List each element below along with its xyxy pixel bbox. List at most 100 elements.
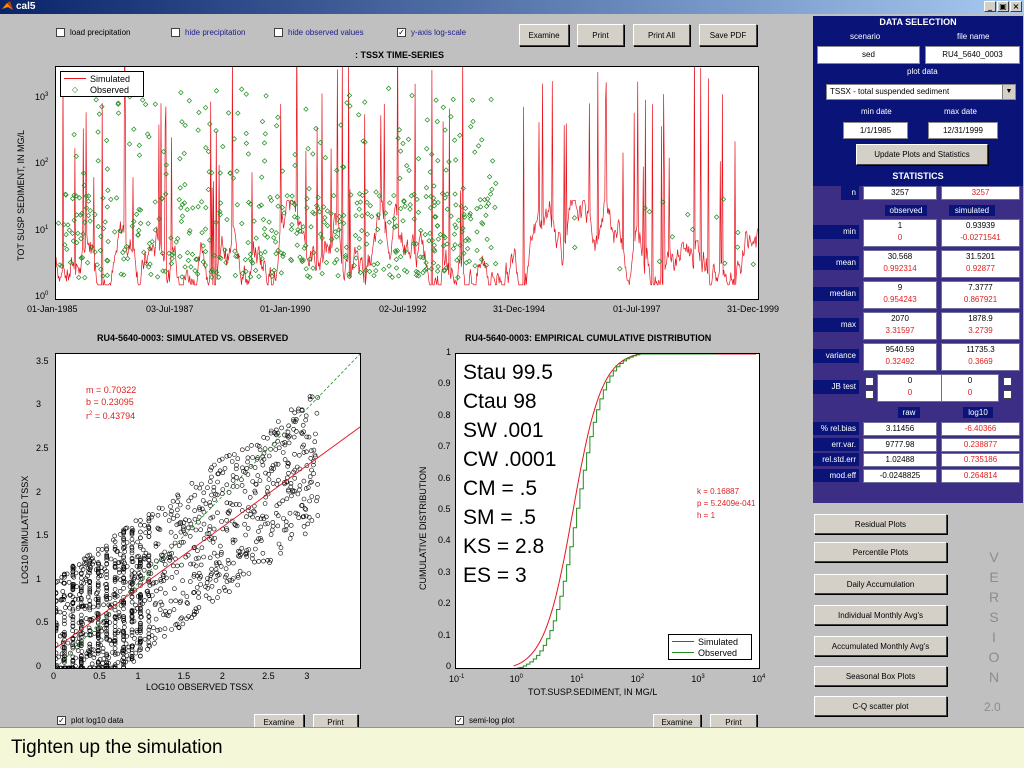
scatter-point [152,640,157,646]
jb-checkbox-observed-log[interactable] [865,390,874,399]
individual-monthly-avg-s-button[interactable]: Individual Monthly Avg's [814,605,947,625]
xtick: 31-Dec-1999 [727,304,780,314]
observed-point [363,189,369,195]
observed-point [253,235,259,241]
jb-checkbox-simulated[interactable] [1003,377,1012,386]
examine-button[interactable]: Examine [519,24,569,46]
file-name-field[interactable]: RU4_5640_0003 [925,46,1020,64]
scatter-point [192,545,197,550]
scatter-point [254,457,260,462]
residual-plots-button[interactable]: Residual Plots [814,514,947,534]
observed-point [669,234,676,240]
seasonal-box-plots-button[interactable]: Seasonal Box Plots [814,666,947,686]
scatter-point [209,535,214,541]
cdf-plot[interactable]: Stau 99.5 Ctau 98 SW .001 CW .0001 CM = … [455,353,760,669]
minimize-button[interactable]: _ [984,1,996,12]
scatter-point [281,516,286,521]
param-line: KS = 2.8 [463,535,545,558]
ks-p: p = 5.2409e-041 [697,499,756,508]
scatter-point [112,558,118,563]
scatter-point [78,638,84,644]
checkbox-box[interactable] [171,28,180,37]
print-button[interactable]: Print [577,24,624,46]
chevron-down-icon[interactable]: ▼ [1002,85,1015,99]
scatter-point [104,572,110,577]
plot-data-dropdown[interactable]: TSSX - total suspended sediment ▼ [826,84,1016,100]
cdf-examine-button[interactable]: Examine [653,714,701,730]
scatter-point [138,623,143,628]
scatter-point [191,545,197,551]
observed-point [420,254,426,261]
scatter-point [287,433,292,439]
scatter-point [263,470,268,476]
observed-point [274,194,281,200]
accumulated-monthly-avg-s-button[interactable]: Accumulated Monthly Avg's [814,636,947,656]
scatter-point [112,564,118,570]
observed-point [481,196,488,203]
scatter-point [175,513,180,519]
update-plots-button[interactable]: Update Plots and Statistics [856,144,988,165]
observed-point [233,253,239,259]
save-pdf-button[interactable]: Save PDF [699,24,757,46]
scatter-point [225,558,231,563]
log-scale-checkbox[interactable]: ✓ y-axis log-scale [397,28,466,37]
scatter-point [249,443,254,448]
scatter-point [68,613,74,618]
min-date-field[interactable]: 1/1/1985 [843,122,908,139]
xtick: 103 [691,674,705,684]
plot-log10-checkbox[interactable]: ✓ plot log10 data [57,716,124,725]
scatter-point [129,643,135,649]
semilog-checkbox[interactable]: ✓ semi-log plot [455,716,514,725]
checkbox-box[interactable]: ✓ [397,28,406,37]
scatter-point [62,581,67,586]
observed-point [100,225,107,232]
scatter-point [237,502,242,507]
daily-accumulation-button[interactable]: Daily Accumulation [814,574,947,594]
scatter-point [75,639,81,645]
observed-point [176,196,182,203]
scatter-plot[interactable]: m = 0.70322 b = 0.23095 r2 = 0.43794 [55,353,361,669]
scatter-point [280,498,285,504]
scatter-point [197,485,203,491]
scatter-point [231,560,236,566]
jb-checkbox-simulated-log[interactable] [1003,390,1012,399]
observed-point [452,242,458,248]
observed-point [308,224,314,230]
observed-point [320,204,327,210]
print-all-button[interactable]: Print All [633,24,690,46]
scatter-point [209,474,214,480]
scatter-point [199,545,205,551]
scatter-point [78,587,84,592]
jb-checkbox-observed[interactable] [865,377,874,386]
stat-label: % rel.bias [813,422,859,435]
checkbox-box[interactable]: ✓ [57,716,66,725]
observed-point [406,167,412,174]
scenario-field[interactable]: sed [817,46,920,64]
scatter-point [246,505,251,510]
scatter-point [108,665,114,668]
max-date-field[interactable]: 12/31/1999 [928,122,998,139]
data-selection-panel: DATA SELECTION scenario file name sed RU… [813,16,1023,503]
scatter-point [199,481,204,487]
observed-point [195,203,201,210]
timeseries-plot[interactable]: Simulated ◇ Observed [55,66,759,300]
scatter-point [122,620,127,625]
stat-label: mean [813,256,859,270]
c-q-scatter-plot-button[interactable]: C-Q scatter plot [814,696,947,716]
scatter-point [75,596,81,602]
hide-observed-checkbox[interactable]: hide observed values [274,28,364,37]
observed-point [450,96,456,103]
load-precipitation-checkbox[interactable]: load precipitation [56,28,130,37]
checkbox-box[interactable] [56,28,65,37]
checkbox-box[interactable]: ✓ [455,716,464,725]
restore-button[interactable]: ▣ [997,1,1009,12]
close-button[interactable]: × [1010,1,1022,12]
checkbox-box[interactable] [274,28,283,37]
ytick: 103 [35,92,49,102]
observed-point [469,97,476,103]
hide-precipitation-checkbox[interactable]: hide precipitation [171,28,245,37]
percentile-plots-button[interactable]: Percentile Plots [814,542,947,562]
scatter-point [253,490,258,496]
scatter-point [176,625,182,631]
scatter-point [131,659,137,664]
